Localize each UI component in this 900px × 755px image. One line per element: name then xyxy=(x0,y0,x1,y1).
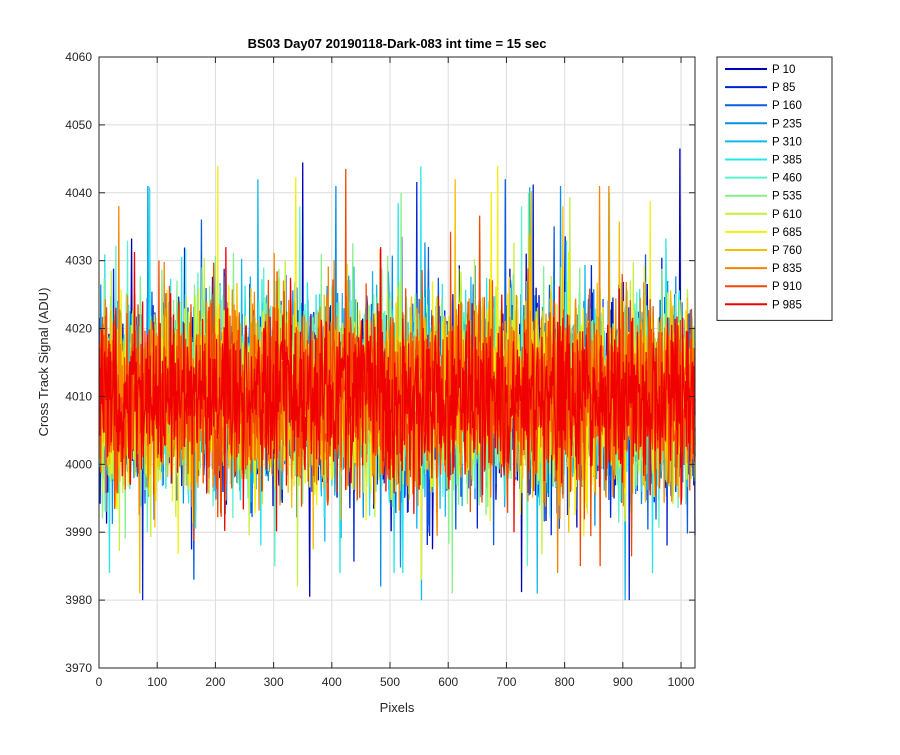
axis-ticks: 0 100 200 300 400 500 600 700 800 900 1000 3970 3980… xyxy=(65,50,695,689)
x-tick-label: 1000 xyxy=(668,675,695,689)
y-tick-label: 3990 xyxy=(65,525,92,539)
x-tick-label: 300 xyxy=(264,675,284,689)
legend-entry-label: P 610 xyxy=(772,209,802,221)
x-tick-label: 800 xyxy=(555,675,575,689)
y-tick-label: 4010 xyxy=(65,389,92,403)
x-tick-label: 200 xyxy=(205,675,225,689)
x-tick-label: 900 xyxy=(613,675,633,689)
legend-entry-label: P 160 xyxy=(772,100,802,112)
x-axis-label: Pixels xyxy=(380,700,415,715)
legend-entry-label: P 985 xyxy=(772,299,802,311)
y-axis-label: Cross Track Signal (ADU) xyxy=(36,288,51,437)
legend-box xyxy=(716,56,833,321)
x-tick-label: 600 xyxy=(438,675,458,689)
x-tick-label: 700 xyxy=(496,675,516,689)
y-tick-label: 4020 xyxy=(65,322,92,336)
legend-entry-label: P 10 xyxy=(772,64,795,76)
legend-entry-label: P 85 xyxy=(772,82,795,94)
chart-title: BS03 Day07 20190118-Dark-083 int time = … xyxy=(248,36,547,51)
y-tick-label: 3970 xyxy=(65,661,92,675)
y-tick-label: 3980 xyxy=(65,593,92,607)
series-lines xyxy=(98,148,696,601)
legend-entry-label: P 310 xyxy=(772,136,802,148)
y-tick-label: 4000 xyxy=(65,457,92,471)
x-tick-label: 500 xyxy=(380,675,400,689)
y-tick-label: 4050 xyxy=(65,118,92,132)
x-tick-label: 100 xyxy=(147,675,167,689)
x-tick-label: 0 xyxy=(96,675,103,689)
y-tick-label: 4040 xyxy=(65,186,92,200)
legend-entry-label: P 685 xyxy=(772,227,802,239)
legend: P 10 P 85 P 160 P 235 P 310 P 385 P 460 P 535 P … xyxy=(716,56,833,321)
y-tick-label: 4030 xyxy=(65,254,92,268)
legend-entry-label: P 910 xyxy=(772,281,802,293)
legend-entry-label: P 760 xyxy=(772,245,802,257)
legend-entry-label: P 460 xyxy=(772,173,802,185)
x-tick-label: 400 xyxy=(322,675,342,689)
legend-entry-label: P 535 xyxy=(772,191,802,203)
legend-entry-label: P 235 xyxy=(772,118,802,130)
series-line-p-985 xyxy=(98,247,696,533)
legend-entry-label: P 385 xyxy=(772,155,802,167)
y-tick-label: 4060 xyxy=(65,50,92,64)
plot-box xyxy=(98,56,696,669)
legend-entry-label: P 835 xyxy=(772,263,802,275)
